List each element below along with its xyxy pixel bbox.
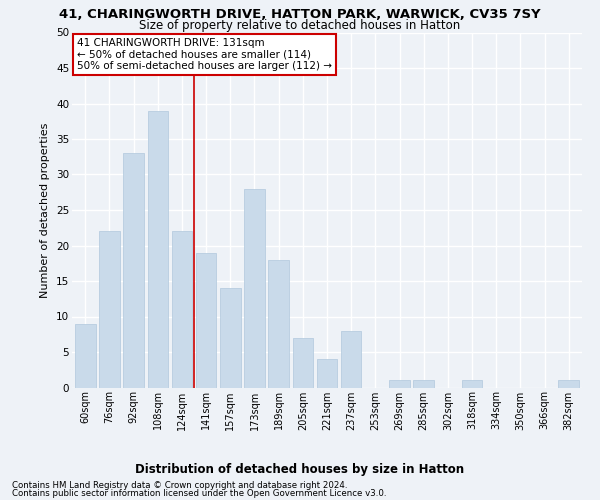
- Bar: [317, 359, 337, 388]
- Bar: [99, 232, 120, 388]
- Bar: [124, 153, 144, 388]
- Text: Distribution of detached houses by size in Hatton: Distribution of detached houses by size …: [136, 462, 464, 475]
- Bar: [341, 330, 361, 388]
- Y-axis label: Number of detached properties: Number of detached properties: [40, 122, 50, 298]
- Text: 41, CHARINGWORTH DRIVE, HATTON PARK, WARWICK, CV35 7SY: 41, CHARINGWORTH DRIVE, HATTON PARK, WAR…: [59, 8, 541, 20]
- Text: Contains public sector information licensed under the Open Government Licence v3: Contains public sector information licen…: [12, 489, 386, 498]
- Text: 41 CHARINGWORTH DRIVE: 131sqm
← 50% of detached houses are smaller (114)
50% of : 41 CHARINGWORTH DRIVE: 131sqm ← 50% of d…: [77, 38, 332, 71]
- Bar: [293, 338, 313, 388]
- Bar: [196, 252, 217, 388]
- Bar: [148, 110, 168, 388]
- Bar: [413, 380, 434, 388]
- Bar: [389, 380, 410, 388]
- Bar: [172, 232, 192, 388]
- Text: Size of property relative to detached houses in Hatton: Size of property relative to detached ho…: [139, 19, 461, 32]
- Bar: [268, 260, 289, 388]
- Text: Contains HM Land Registry data © Crown copyright and database right 2024.: Contains HM Land Registry data © Crown c…: [12, 481, 347, 490]
- Bar: [462, 380, 482, 388]
- Bar: [75, 324, 95, 388]
- Bar: [559, 380, 579, 388]
- Bar: [244, 188, 265, 388]
- Bar: [220, 288, 241, 388]
